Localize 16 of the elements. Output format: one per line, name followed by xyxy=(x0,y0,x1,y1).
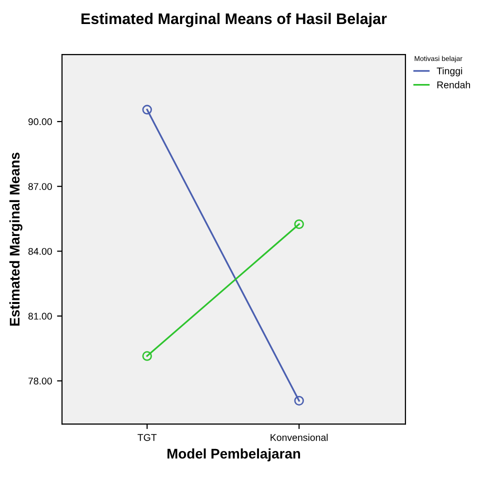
y-tick-label: 90.00 xyxy=(28,118,52,126)
x-tick-label: Konvensional xyxy=(270,434,328,441)
chart-title: Estimated Marginal Means of Hasil Belajar xyxy=(82,12,387,28)
y-axis-title: Estimated Marginal Means xyxy=(9,152,22,326)
point xyxy=(142,351,152,361)
y-tick-label: 84.00 xyxy=(28,248,52,255)
y-tick-label: 78.00 xyxy=(28,378,52,384)
legend-label: Tinggi xyxy=(436,67,462,76)
y-tick-label: 87.00 xyxy=(28,183,52,190)
y-tick-label: 81.00 xyxy=(28,312,52,320)
point xyxy=(294,219,304,230)
point xyxy=(142,104,152,115)
x-tick-label: TGT xyxy=(138,434,157,441)
point xyxy=(294,396,304,406)
x-axis-title: Model Pembelajaran xyxy=(168,448,300,462)
legend-label: Rendah xyxy=(437,81,470,88)
